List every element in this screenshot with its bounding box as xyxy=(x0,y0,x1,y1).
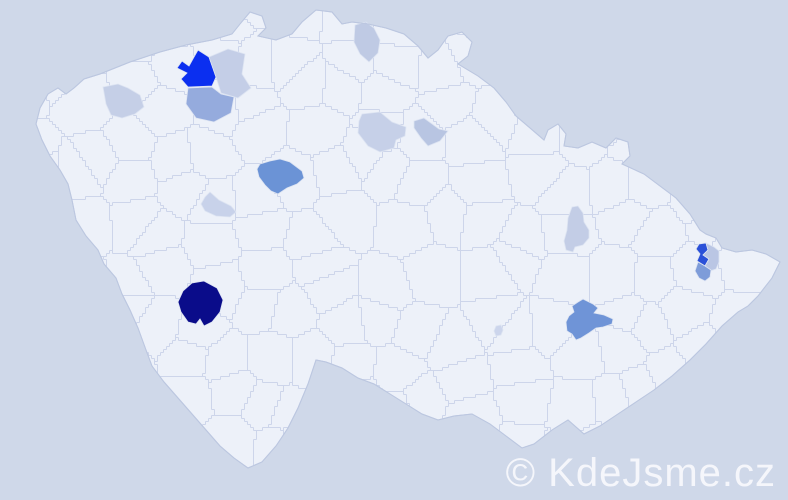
district-east-north-light[interactable] xyxy=(563,205,590,253)
country-outline xyxy=(35,9,781,469)
district-southeast-tiny-light[interactable] xyxy=(493,324,504,337)
district-fareast-medium[interactable] xyxy=(694,261,712,282)
district-northeast-light-2[interactable] xyxy=(413,117,449,147)
district-southeast-cornflower[interactable] xyxy=(565,298,614,341)
district-south-dark-navy[interactable] xyxy=(177,280,224,327)
district-northwest-light-1[interactable] xyxy=(208,48,252,99)
district-northeast-light-1[interactable] xyxy=(357,111,407,153)
district-central-cornflower[interactable] xyxy=(256,158,305,195)
highlighted-districts xyxy=(102,21,720,341)
district-central-light[interactable] xyxy=(200,191,237,218)
district-northwest-medium[interactable] xyxy=(185,86,235,123)
district-west-light[interactable] xyxy=(102,83,145,119)
